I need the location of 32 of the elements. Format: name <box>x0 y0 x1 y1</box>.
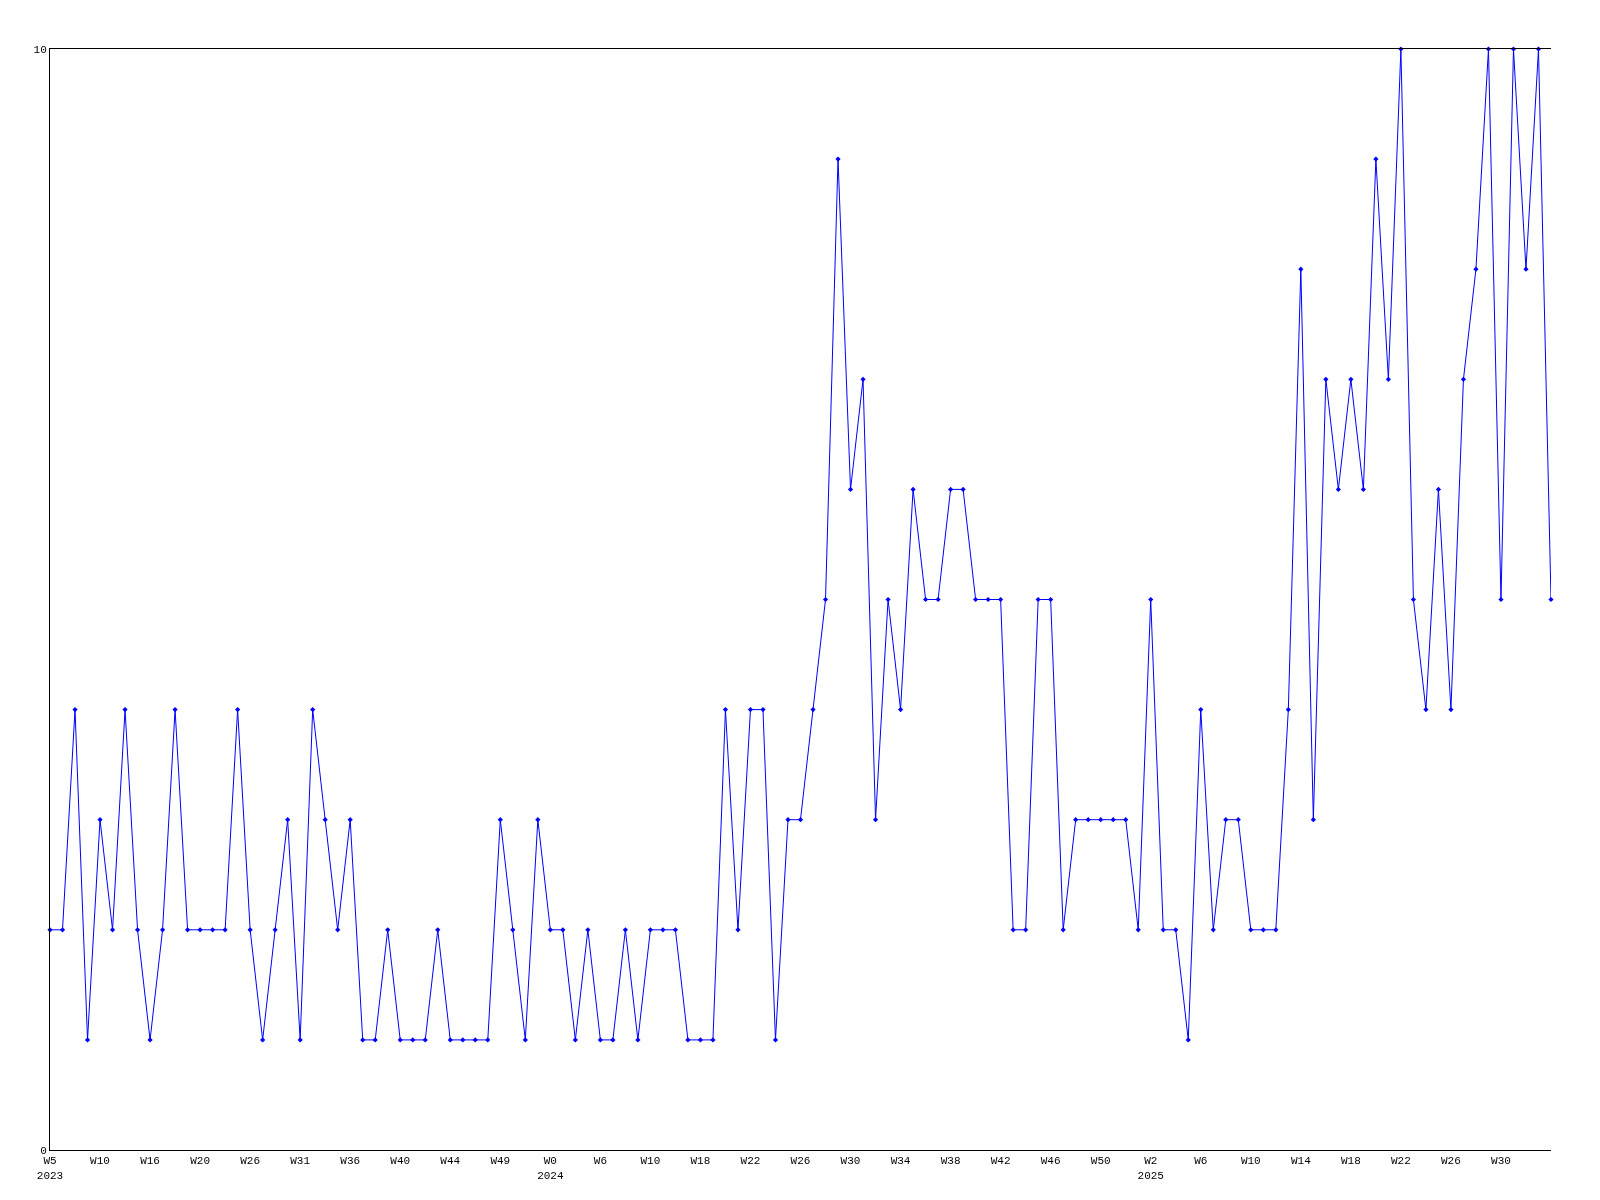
x-tick-label: W38 <box>940 1155 961 1168</box>
x-tick-label: W26 <box>790 1155 811 1168</box>
x-tick-label: W22 <box>740 1155 761 1168</box>
x-tick-label: W6 <box>1194 1155 1208 1168</box>
x-tick-label: W42 <box>990 1155 1011 1168</box>
x-tick-label: W22 <box>1390 1155 1411 1168</box>
x-tick-label: W34 <box>890 1155 911 1168</box>
x-tick-label: W18 <box>1340 1155 1361 1168</box>
x-tick-label: W36 <box>340 1155 361 1168</box>
x-tick-label: W14 <box>1290 1155 1312 1168</box>
x-tick-label: W10 <box>90 1155 110 1168</box>
x-tick-label: W10 <box>1240 1155 1261 1168</box>
x-tick-label: W2 2025 <box>1137 1155 1164 1182</box>
x-tick-label: W44 <box>440 1155 461 1168</box>
x-tick-label: W10 <box>640 1155 661 1168</box>
x-tick-label: W49 <box>490 1155 511 1168</box>
x-tick-label: W30 <box>840 1155 861 1168</box>
x-tick-label: W6 <box>593 1155 607 1168</box>
x-tick-label: W5 2023 <box>36 1155 64 1182</box>
x-tick-label: W26 <box>1441 1155 1461 1168</box>
x-tick-label: W26 <box>240 1155 261 1168</box>
x-tick-label: W0 2024 <box>537 1155 564 1182</box>
x-tick-label: W20 <box>190 1155 211 1168</box>
x-tick-label: W16 <box>140 1155 160 1168</box>
x-tick-label: W18 <box>690 1155 711 1168</box>
y-tick-label: 10 <box>33 43 47 56</box>
x-tick-label: W40 <box>390 1155 411 1168</box>
x-tick-label: W30 <box>1491 1155 1511 1168</box>
x-tick-label: W31 <box>290 1155 311 1168</box>
x-tick-label: W50 <box>1090 1155 1111 1168</box>
x-tick-label: W46 <box>1040 1155 1061 1168</box>
y-tick-label: 0 <box>40 1144 47 1157</box>
